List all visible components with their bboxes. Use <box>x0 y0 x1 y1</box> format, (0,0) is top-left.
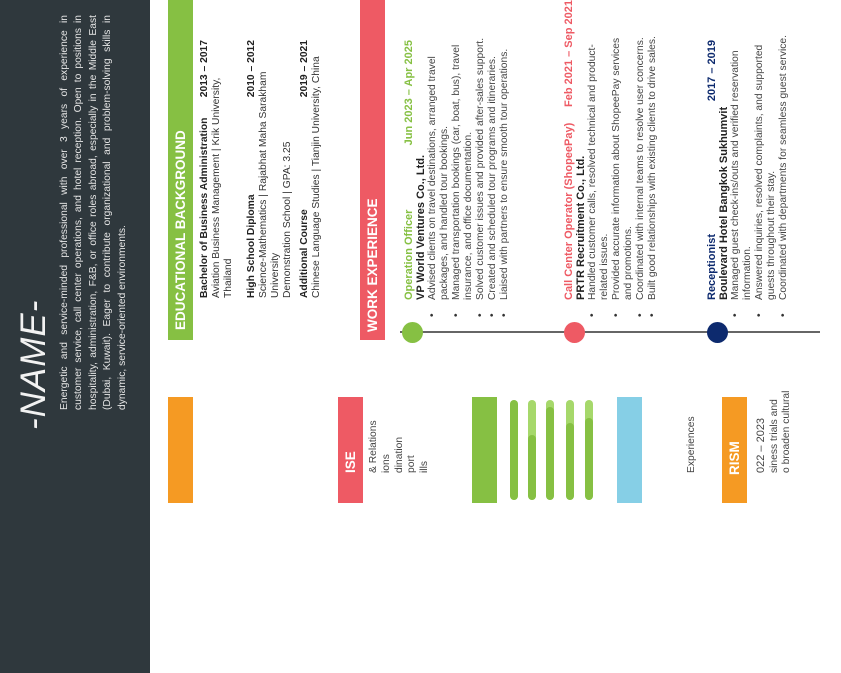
bullet: Coordinated with departments for seamles… <box>778 23 790 300</box>
expertise-item: & Relations <box>368 420 379 473</box>
job-entry: Call Center Operator (ShopeePay) Feb 2021… <box>563 0 659 323</box>
education-entry: Additional Course 2019 – 2021 Chinese Lan… <box>299 40 323 298</box>
education-title: EDUCATIONAL BACKGROUND <box>173 130 188 330</box>
contact-header <box>168 397 193 503</box>
languages-header <box>617 397 642 503</box>
education-header: EDUCATIONAL BACKGROUND <box>168 0 193 340</box>
work-title: WORK EXPERIENCE <box>365 198 380 332</box>
skill-bar-fill <box>585 418 593 500</box>
job-entry: Receptionist 2017 – 2019 Boulevard Hotel … <box>706 23 790 323</box>
bullet: Managed transportation bookings (car, bo… <box>451 23 475 300</box>
skill-bar-fill <box>528 435 536 500</box>
expertise-item: ills <box>419 460 430 473</box>
expertise-title: ISE <box>343 451 358 473</box>
job-bullets: Advised clients on travel destinations, … <box>427 23 511 323</box>
job-bullets: Managed guest check-ins/outs and verifie… <box>730 23 790 323</box>
job-company: Boulevard Hotel Bangkok Sukhumvit <box>718 106 730 300</box>
job-role: Call Center Operator (ShopeePay) <box>563 122 575 300</box>
bullet: Created and scheduled tour programs and … <box>487 23 499 300</box>
skill-bar-track <box>510 400 518 500</box>
expertise-item: dination <box>394 436 405 473</box>
expertise-item: ions <box>381 454 392 473</box>
tourism-header: RISM <box>722 397 747 503</box>
candidate-name: -NAME- <box>14 299 53 430</box>
bullet: Liaised with partners to ensure smooth t… <box>499 23 511 300</box>
tourism-detail: o broaden cultural <box>781 390 792 473</box>
education-entry: High School Diploma 2010 – 2012 Science-M… <box>246 40 294 298</box>
education-entry: Bachelor of Business Administration 2013 … <box>199 40 235 298</box>
detail: Demonstration School | GPA: 3.25 <box>282 141 293 298</box>
skill-bar-track <box>566 400 574 500</box>
bullet: Built good relationships with existing c… <box>647 23 659 300</box>
job-dates: Jun 2023 – Apr 2025 <box>403 40 415 146</box>
job-company: VP World Ventures Co., Ltd. <box>415 154 427 300</box>
skill-bar-track <box>585 400 593 500</box>
years: 2013 – 2017 <box>199 40 210 98</box>
skill-bar-fill <box>546 407 554 500</box>
expertise-item: port <box>406 455 417 473</box>
degree: High School Diploma <box>246 194 257 298</box>
job-dates: Feb 2021 – Sep 2021 <box>563 0 575 108</box>
job-role: Receptionist <box>706 233 718 300</box>
skill-bar-fill <box>510 400 518 500</box>
experiences-text: Experiences <box>686 416 697 473</box>
job-entry: Operation Officer Jun 2023 – Apr 2025 VP … <box>403 23 511 323</box>
tourism-years: 022 – 2023 <box>755 417 767 473</box>
years: 2019 – 2021 <box>299 40 310 98</box>
tourism-title: RISM <box>727 441 742 475</box>
degree: Additional Course <box>299 209 310 298</box>
years: 2010 – 2012 <box>246 40 257 98</box>
skill-bar-track <box>528 400 536 500</box>
bullet: Solved customer issues and provided afte… <box>475 23 487 300</box>
skill-bar-track <box>546 400 554 500</box>
job-role: Operation Officer <box>403 209 415 300</box>
bullet: Coordinated with internal teams to resol… <box>635 23 647 300</box>
bullet: Answered inquiries, resolved complaints,… <box>754 23 778 300</box>
bullet: Handled customer calls, resolved technic… <box>587 23 611 300</box>
bullet: Advised clients on travel destinations, … <box>427 23 451 300</box>
skills-header <box>472 397 497 503</box>
degree: Bachelor of Business Administration <box>199 117 210 298</box>
detail: Science-Mathematics | Rajabhat Maha Sara… <box>258 71 281 298</box>
timeline-line <box>400 331 820 333</box>
resume-page: -NAME- Energetic and service-minded prof… <box>0 0 841 473</box>
expertise-header: ISE <box>338 397 363 503</box>
bullet: Provided accurate information about Shop… <box>611 23 635 300</box>
job-company: PRTR Recruitment Co., Ltd. <box>575 155 587 300</box>
work-header: WORK EXPERIENCE <box>360 0 385 340</box>
profile-summary: Energetic and service-minded professiona… <box>59 15 128 410</box>
skill-bar-fill <box>566 423 574 500</box>
timeline-dot-pink <box>564 322 585 343</box>
job-bullets: Handled customer calls, resolved technic… <box>587 23 659 323</box>
detail: Aviation Business Management | Krik Univ… <box>211 77 234 298</box>
tourism-detail: siness trials and <box>769 399 780 473</box>
job-dates: 2017 – 2019 <box>706 40 718 102</box>
detail: Chinese Language Studies | Tianjin Unive… <box>311 56 322 298</box>
timeline-dot-green <box>402 322 423 343</box>
timeline-dot-navy <box>707 322 728 343</box>
bullet: Managed guest check-ins/outs and verifie… <box>730 23 754 300</box>
